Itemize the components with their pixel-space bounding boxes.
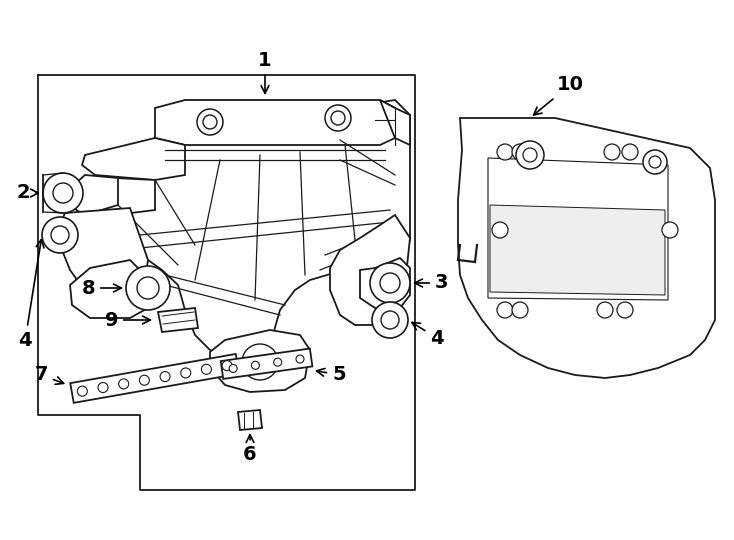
Polygon shape	[238, 410, 262, 430]
Circle shape	[197, 109, 223, 135]
Circle shape	[649, 156, 661, 168]
Circle shape	[160, 372, 170, 382]
Circle shape	[139, 375, 150, 385]
Circle shape	[42, 217, 78, 253]
Polygon shape	[210, 330, 310, 392]
Circle shape	[597, 302, 613, 318]
Circle shape	[331, 111, 345, 125]
Polygon shape	[128, 100, 410, 360]
Text: 7: 7	[34, 366, 64, 384]
Polygon shape	[158, 308, 198, 332]
Circle shape	[617, 302, 633, 318]
Circle shape	[252, 361, 259, 369]
Circle shape	[497, 302, 513, 318]
Text: 9: 9	[104, 310, 150, 329]
Circle shape	[492, 222, 508, 238]
Circle shape	[181, 368, 191, 378]
Circle shape	[296, 355, 304, 363]
Circle shape	[380, 273, 400, 293]
Text: 4: 4	[18, 240, 44, 349]
Polygon shape	[330, 215, 410, 325]
Circle shape	[43, 173, 83, 213]
Polygon shape	[380, 100, 410, 145]
Circle shape	[497, 144, 513, 160]
Circle shape	[119, 379, 128, 389]
Circle shape	[222, 361, 232, 370]
Circle shape	[662, 222, 678, 238]
Text: 2: 2	[16, 184, 38, 202]
Circle shape	[229, 364, 237, 373]
Circle shape	[523, 148, 537, 162]
Circle shape	[51, 226, 69, 244]
Circle shape	[370, 263, 410, 303]
Text: 4: 4	[412, 322, 443, 348]
Circle shape	[512, 144, 528, 160]
Polygon shape	[70, 260, 148, 318]
Circle shape	[203, 115, 217, 129]
Polygon shape	[70, 354, 239, 403]
Polygon shape	[221, 348, 313, 379]
Circle shape	[126, 266, 170, 310]
Circle shape	[604, 144, 620, 160]
Circle shape	[622, 144, 638, 160]
Circle shape	[325, 105, 351, 131]
Circle shape	[512, 302, 528, 318]
Text: 3: 3	[415, 273, 448, 293]
Text: 1: 1	[258, 51, 272, 93]
Polygon shape	[458, 118, 715, 378]
Text: 6: 6	[243, 435, 257, 464]
Circle shape	[372, 302, 408, 338]
Circle shape	[242, 344, 278, 380]
Circle shape	[516, 141, 544, 169]
Text: 5: 5	[316, 366, 346, 384]
Circle shape	[381, 311, 399, 329]
Circle shape	[643, 150, 667, 174]
Polygon shape	[68, 175, 118, 215]
Polygon shape	[360, 258, 410, 308]
Polygon shape	[488, 158, 668, 300]
Polygon shape	[62, 178, 155, 215]
Polygon shape	[60, 208, 148, 308]
Text: 10: 10	[534, 76, 584, 115]
Polygon shape	[155, 100, 395, 145]
Circle shape	[201, 364, 211, 374]
Polygon shape	[82, 138, 185, 180]
Polygon shape	[490, 205, 665, 295]
Circle shape	[53, 183, 73, 203]
Text: 8: 8	[81, 279, 121, 298]
Circle shape	[77, 386, 87, 396]
Circle shape	[98, 382, 108, 393]
Circle shape	[137, 277, 159, 299]
Circle shape	[274, 358, 282, 366]
